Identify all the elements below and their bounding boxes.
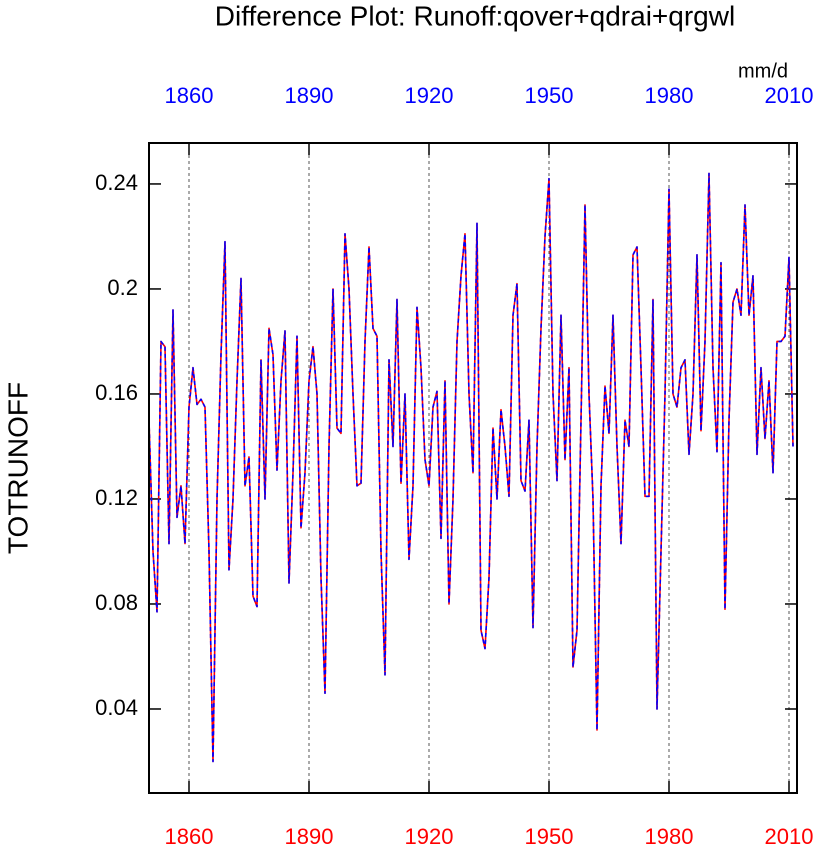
x2-tick-label: 1860: [165, 83, 214, 108]
plot-frame: [148, 142, 798, 794]
unit-label: mm/d: [738, 60, 788, 82]
x2-tick-label: 1980: [645, 83, 694, 108]
x-tick-label: 1890: [285, 824, 334, 849]
x-tick-label: 1980: [645, 824, 694, 849]
series-line: [148, 172, 794, 763]
y-tick-label: 0.12: [95, 485, 138, 510]
y-tick-label: 0.04: [95, 695, 138, 720]
x-tick-label: 1920: [405, 824, 454, 849]
chart-title: Difference Plot: Runoff:qover+qdrai+qrgw…: [215, 0, 735, 31]
x-tick-label: 2010: [765, 824, 814, 849]
y-axis-title: TOTRUNOFF: [2, 382, 33, 554]
y-tick-label: 0.2: [107, 275, 138, 300]
y-tick-label: 0.24: [95, 170, 138, 195]
x2-tick-label: 2010: [765, 83, 814, 108]
x-tick-label: 1950: [525, 824, 574, 849]
y-tick-label: 0.16: [95, 380, 138, 405]
x2-tick-label: 1890: [285, 83, 334, 108]
x2-tick-label: 1920: [405, 83, 454, 108]
x2-tick-label: 1950: [525, 83, 574, 108]
y-tick-label: 0.08: [95, 590, 138, 615]
x-tick-label: 1860: [165, 824, 214, 849]
